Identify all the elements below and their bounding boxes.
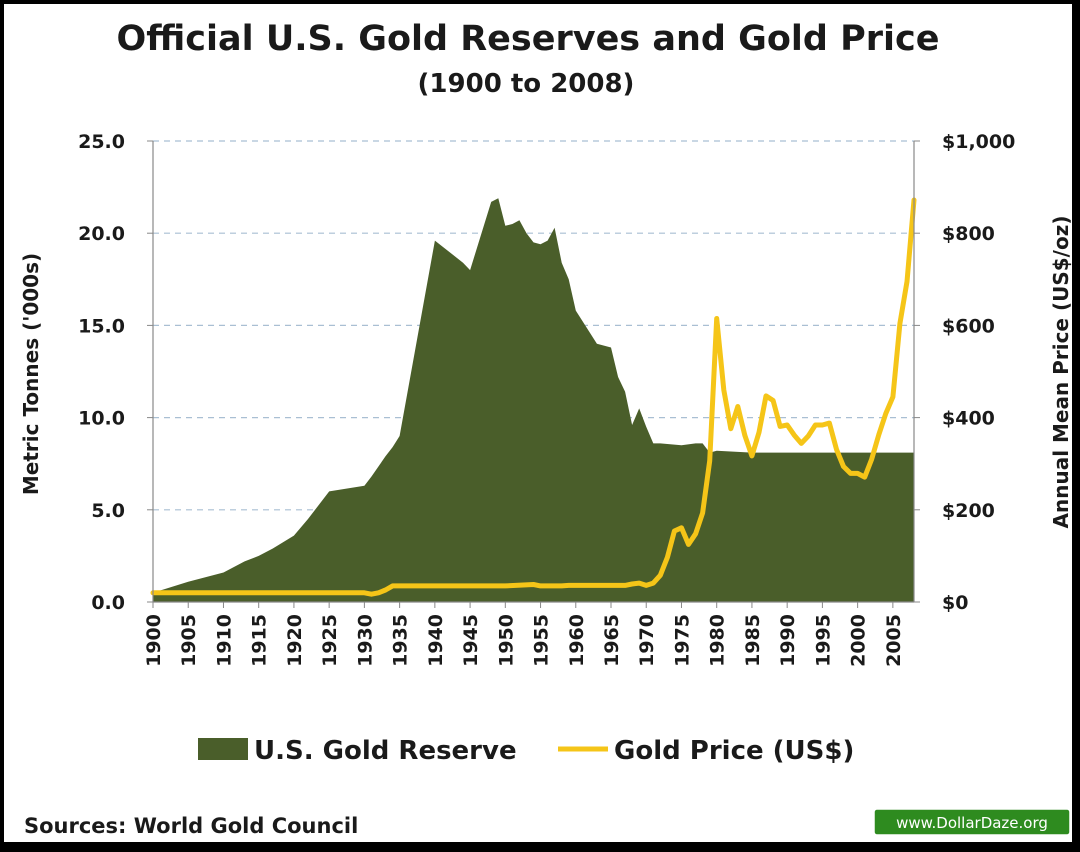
y2-tick-label: $600: [942, 315, 995, 337]
y2-tick-label: $0: [942, 592, 968, 614]
chart-subtitle: (1900 to 2008): [418, 69, 635, 99]
y-axis-title: Metric Tonnes ('000s): [19, 253, 43, 495]
price-line-layer: [150, 197, 917, 597]
x-tick-label: 1935: [390, 614, 412, 667]
price-line: [150, 197, 917, 597]
x-tick-label: 1945: [460, 614, 482, 667]
x-tick-label: 1915: [249, 614, 271, 667]
x-tick-label: 1900: [143, 614, 165, 667]
y2-axis-title: Annual Mean Price (US$/oz): [1049, 216, 1072, 529]
x-tick-label: 1975: [672, 614, 694, 667]
y-tick-label: 5.0: [91, 500, 125, 522]
x-tick-label: 1985: [742, 614, 764, 667]
legend-swatch-reserve: [198, 738, 248, 760]
left-axis-ticks: 0.0 5.0 10.0 15.0 20.0 25.0: [78, 131, 125, 614]
x-tick-label: 2000: [848, 614, 870, 667]
y-tick-label: 0.0: [91, 592, 125, 614]
x-tick-label: 1905: [178, 614, 200, 667]
right-axis-ticks: $0 $200 $400 $600 $800 $1,000: [942, 131, 1015, 614]
chart-frame: Official U.S. Gold Reserves and Gold Pri…: [4, 4, 1072, 842]
y2-tick-label: $200: [942, 500, 995, 522]
source-note: Sources: World Gold Council: [24, 814, 358, 838]
x-tick-label: 1925: [319, 614, 341, 667]
y2-tick-label: $400: [942, 408, 995, 430]
x-tick-label: 1910: [214, 614, 236, 667]
chart-title: Official U.S. Gold Reserves and Gold Pri…: [116, 19, 939, 59]
x-tick-label: 1960: [566, 614, 588, 667]
y-tick-label: 25.0: [78, 131, 125, 153]
legend: U.S. Gold Reserve Gold Price (US$): [198, 736, 854, 766]
y-tick-label: 15.0: [78, 315, 125, 337]
x-tick-label: 1955: [531, 614, 553, 667]
website-badge[interactable]: www.DollarDaze.org: [873, 808, 1071, 836]
x-tick-label: 1920: [284, 614, 306, 667]
x-tick-label: 1990: [777, 614, 799, 667]
x-tick-label: 1940: [425, 614, 447, 667]
x-axis-ticks: 1900 1905 1910 1915 1920 1925 1930 1935 1940 1945…: [143, 602, 905, 667]
reserve-area-layer: [153, 198, 914, 602]
website-badge-label: www.DollarDaze.org: [896, 814, 1048, 832]
y2-tick-label: $1,000: [942, 131, 1015, 153]
y2-tick-label: $800: [942, 223, 995, 245]
x-tick-label: 1995: [812, 614, 834, 667]
x-tick-label: 1970: [636, 614, 658, 667]
website-badge-box: [873, 808, 1071, 836]
legend-label-reserve: U.S. Gold Reserve: [254, 736, 517, 766]
x-tick-label: 1965: [601, 614, 623, 667]
x-tick-label: 1930: [354, 614, 376, 667]
y-tick-label: 20.0: [78, 223, 125, 245]
x-tick-label: 2005: [883, 614, 905, 667]
y-tick-label: 10.0: [78, 408, 125, 430]
gridlines: [147, 140, 920, 603]
legend-label-price: Gold Price (US$): [614, 736, 854, 766]
x-tick-label: 1980: [707, 614, 729, 667]
reserve-area: [153, 198, 914, 602]
chart: Official U.S. Gold Reserves and Gold Pri…: [19, 19, 1072, 838]
x-tick-label: 1950: [495, 614, 517, 667]
